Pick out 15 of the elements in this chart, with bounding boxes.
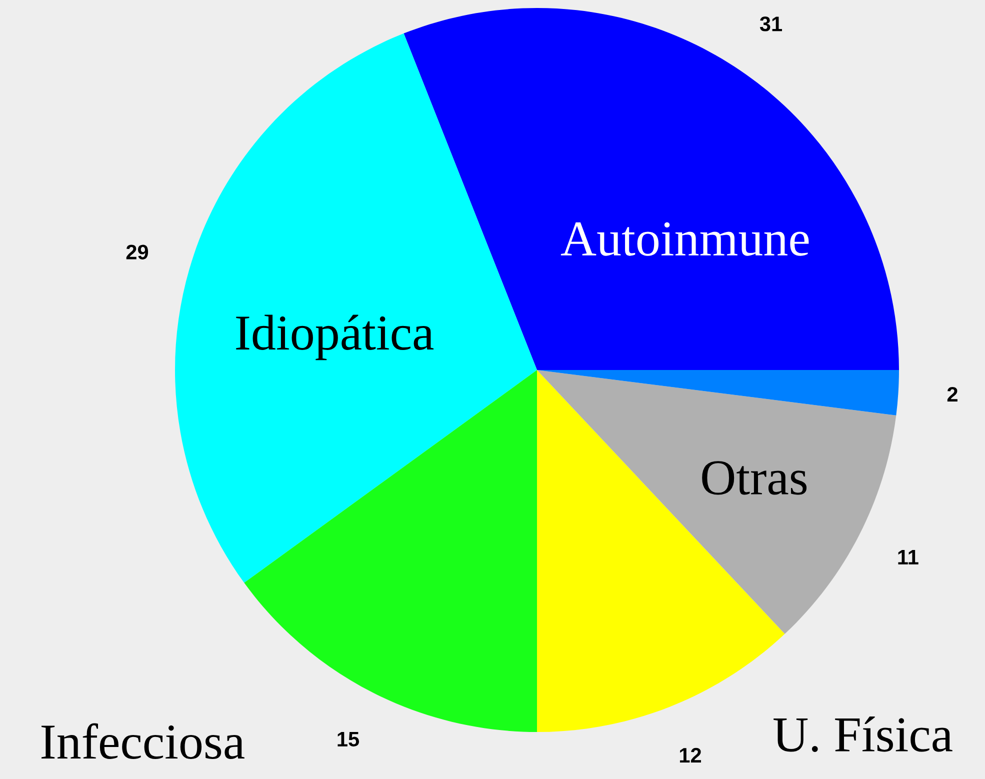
pie-slice <box>537 370 899 416</box>
data-label: 29 <box>126 244 148 260</box>
pie-slice <box>537 370 896 634</box>
slice-label: U. Física <box>774 716 952 752</box>
pie-slice <box>244 370 537 732</box>
data-label: 15 <box>338 732 360 747</box>
slice-label: Autoinmune <box>560 222 809 256</box>
pie-slice <box>175 33 537 583</box>
data-label: 31 <box>760 16 782 32</box>
data-label: 2 <box>947 386 958 402</box>
slice-label: Idiopática <box>236 314 434 360</box>
data-label: 11 <box>898 550 918 564</box>
slice-label: Otras <box>702 461 807 495</box>
slice-label: Infecciosa <box>42 723 244 759</box>
data-label: 12 <box>680 748 702 762</box>
